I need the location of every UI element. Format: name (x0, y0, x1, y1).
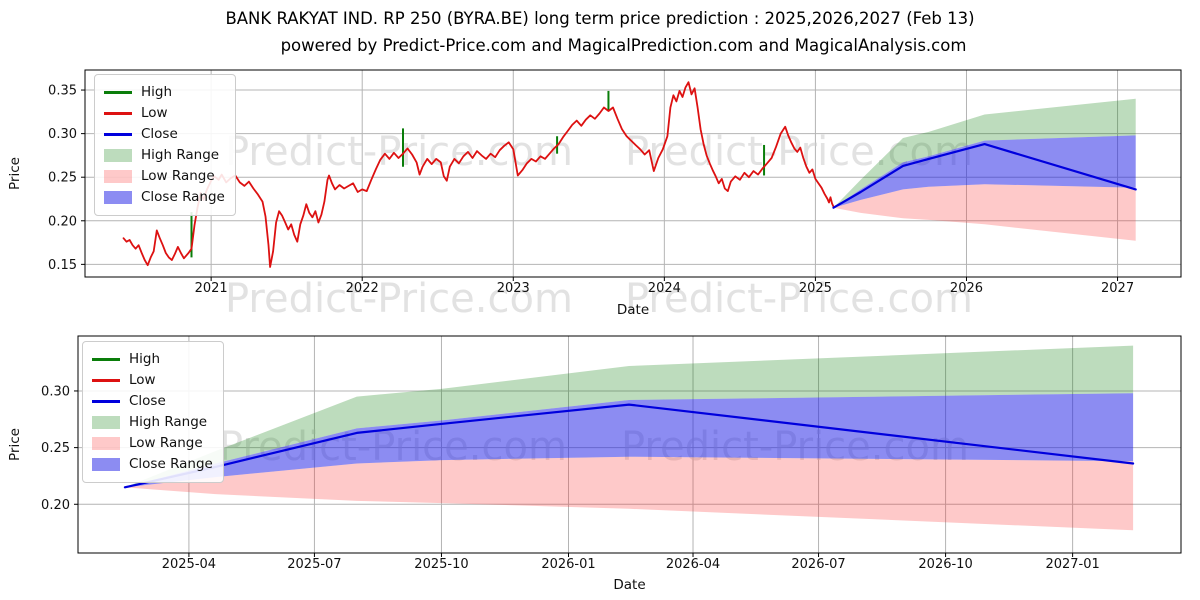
x-tick-label: 2025-10 (414, 557, 468, 572)
legend-item-low-range: Low Range (92, 433, 213, 454)
x-tick-label: 2025 (799, 281, 832, 296)
x-tick-label: 2021 (195, 281, 228, 296)
legend-label: High (129, 351, 161, 367)
x-tick-label: 2025-07 (287, 557, 341, 572)
legend-label: Close Range (129, 456, 213, 472)
svg-text:Predict-Price.com: Predict-Price.com (225, 276, 573, 322)
legend-label: Low Range (129, 435, 203, 451)
high-line-swatch (92, 358, 120, 361)
legend-label: Close Range (141, 189, 225, 205)
y-tick-label: 0.20 (48, 214, 77, 229)
legend-item-close: Close (92, 391, 213, 412)
close-line-swatch (92, 400, 120, 403)
legend-item-high: High (92, 349, 213, 370)
legend-item-low-range: Low Range (104, 166, 225, 187)
low-range-swatch (104, 170, 132, 183)
x-tick-label: 2027 (1101, 281, 1134, 296)
axes-history-with-prediction: 2021 2022 2023 2024 2025 2026 2027 0.15 0.20 0.25… (7, 69, 1182, 318)
y-axis-label: Price (7, 157, 23, 190)
band-high-range (124, 345, 1134, 488)
x-tick-label: 2026-07 (791, 557, 845, 572)
close-line-swatch (104, 133, 132, 136)
y-tick-label: 0.30 (41, 384, 70, 399)
high-range-swatch (104, 149, 132, 162)
low-line-swatch (104, 112, 132, 115)
series-prediction-detail (123, 345, 1135, 531)
high-range-swatch (92, 416, 120, 429)
legend-item-high: High (104, 82, 225, 103)
y-tick-label: 0.25 (48, 171, 77, 186)
x-tick-label: 2026-10 (918, 557, 972, 572)
low-range-swatch (92, 437, 120, 450)
y-axis-label: Price (7, 428, 23, 461)
band-close-range (124, 393, 1134, 488)
band-low-range (124, 456, 1134, 531)
y-tick-label: 0.25 (41, 441, 70, 456)
legend-label: Low (141, 105, 168, 121)
high-line-swatch (104, 91, 132, 94)
x-tick-label: 2025-04 (162, 557, 216, 572)
x-tick-label: 2023 (497, 281, 530, 296)
legend-label: High Range (141, 147, 220, 163)
svg-text:Predict-Price.com: Predict-Price.com (225, 129, 573, 175)
watermark-history-with-prediction: Predict-Price.com Predict-Price.com Predic… (225, 129, 973, 322)
close-range-swatch (92, 458, 120, 471)
band-close-range (833, 135, 1136, 208)
x-tick-label: 2026-01 (541, 557, 595, 572)
band-high-range (833, 98, 1136, 208)
x-axis-label: Date (613, 577, 645, 593)
legend-label: Low (129, 372, 156, 388)
low-line-swatch (92, 379, 120, 382)
legend-item-low: Low (92, 370, 213, 391)
legend-item-low: Low (104, 103, 225, 124)
close-range-swatch (104, 191, 132, 204)
legend-label: High Range (129, 414, 208, 430)
legend-item-high-range: High Range (92, 412, 213, 433)
y-tick-label: 0.20 (41, 498, 70, 513)
legend-label: Low Range (141, 168, 215, 184)
y-tick-label: 0.15 (48, 258, 77, 273)
series-close-line (832, 143, 1137, 209)
y-tick-label: 0.30 (48, 127, 77, 142)
x-tick-label: 2026 (950, 281, 983, 296)
x-tick-label: 2026-04 (666, 557, 720, 572)
legend-item-close-range: Close Range (92, 454, 213, 475)
x-tick-label: 2024 (648, 281, 681, 296)
legend-label: Close (141, 126, 178, 142)
page-subtitle: powered by Predict-Price.com and Magical… (280, 36, 967, 55)
legend-label: High (141, 84, 173, 100)
legend-bottom-chart: High Low Close High Range Low Range Clos… (82, 341, 224, 483)
x-tick-label: 2022 (346, 281, 379, 296)
legend-label: Close (129, 393, 166, 409)
legend-item-close: Close (104, 124, 225, 145)
legend-item-close-range: Close Range (104, 187, 225, 208)
x-tick-label: 2027-01 (1045, 557, 1099, 572)
axes-prediction-detail: 2025-04 2025-07 2025-10 2026-01 2026-04 2026-… (7, 335, 1182, 593)
x-axis-label: Date (617, 302, 649, 318)
page-title: BANK RAKYAT IND. RP 250 (BYRA.BE) long t… (225, 9, 975, 28)
legend-top-chart: High Low Close High Range Low Range Clos… (94, 74, 236, 216)
svg-text:Predict-Price.com: Predict-Price.com (625, 276, 973, 322)
legend-item-high-range: High Range (104, 145, 225, 166)
band-low-range (833, 184, 1136, 241)
y-tick-label: 0.35 (48, 84, 77, 99)
